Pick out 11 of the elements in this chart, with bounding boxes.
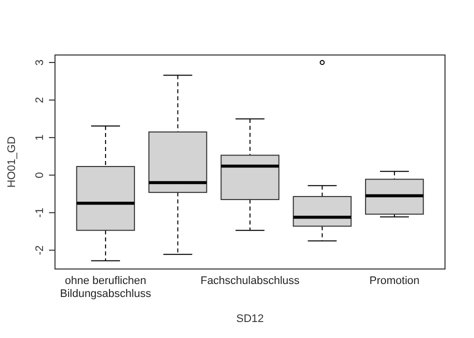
y-tick-label: 3 — [34, 59, 46, 66]
x-tick-label: ohne beruflichen Bildungsabschluss — [60, 275, 152, 300]
y-axis-title: HO01_GD — [6, 136, 18, 188]
y-tick-label: -2 — [34, 245, 46, 256]
y-tick-label: -1 — [34, 208, 46, 218]
x-axis-title: SD12 — [236, 313, 264, 325]
x-tick-label: Fachschulabschluss — [200, 275, 300, 287]
y-tick-label: 1 — [34, 134, 46, 141]
y-tick-label: 0 — [34, 172, 46, 178]
y-tick-label: 2 — [34, 96, 46, 104]
x-tick-label: Promotion — [369, 275, 420, 287]
